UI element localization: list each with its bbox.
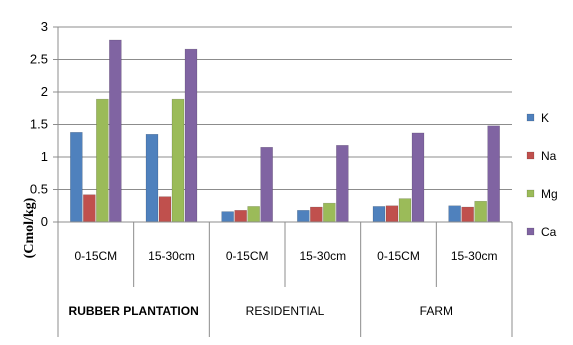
y-tick-label: 0 — [41, 214, 48, 229]
bar-ca-6 — [487, 125, 500, 223]
bar-k-5 — [372, 206, 386, 223]
bar-na-6 — [461, 206, 474, 223]
bar-k-4 — [297, 210, 310, 223]
bar-mg-1 — [96, 98, 109, 223]
bar-mg-6 — [474, 200, 487, 223]
x-axis-categories: 0-15CM 15-30cm 0-15CM 15-30cm 0-15CM 15-30cm R… — [69, 249, 498, 318]
bar-mg-4 — [323, 202, 336, 223]
x-category-label: 0-15CM — [226, 249, 269, 263]
gridlines — [58, 26, 512, 190]
bar-k-3 — [221, 211, 234, 223]
bar-k-1 — [70, 132, 83, 223]
bar-ca-2 — [184, 48, 198, 223]
y-axis-label: (Cmol/kg) — [22, 197, 37, 258]
legend-label-ca: Ca — [541, 225, 557, 239]
y-axis-ticks: 0 0.5 1 1.5 2 2.5 3 — [30, 19, 58, 229]
bar-na-4 — [310, 206, 323, 223]
bar-k-2 — [145, 134, 159, 223]
y-tick-label: 2.5 — [30, 52, 48, 67]
x-category-label: 15-30cm — [451, 249, 498, 263]
bar-ca-1 — [109, 39, 122, 223]
x-group-label: RESIDENTIAL — [246, 304, 325, 318]
x-group-label: FARM — [420, 304, 453, 318]
legend-swatch-mg — [526, 189, 535, 198]
bar-na-1 — [83, 194, 96, 223]
bar-k-6 — [448, 205, 461, 223]
legend-swatch-ca — [526, 227, 535, 236]
bar-na-2 — [158, 196, 172, 223]
legend-label-k: K — [541, 111, 549, 125]
x-category-label: 0-15CM — [377, 249, 420, 263]
bar-ca-3 — [260, 147, 273, 223]
legend-swatch-na — [526, 151, 535, 160]
y-tick-label: 3 — [41, 19, 48, 34]
bar-ca-4 — [336, 145, 349, 223]
bar-na-3 — [234, 210, 247, 223]
legend: K Na Mg Ca — [526, 111, 558, 239]
bar-mg-3 — [247, 206, 260, 223]
x-category-label: 15-30cm — [299, 249, 346, 263]
bars — [70, 39, 500, 223]
y-tick-label: 1 — [41, 149, 48, 164]
legend-swatch-k — [526, 113, 535, 122]
x-group-label: RUBBER PLANTATION — [69, 304, 199, 318]
bar-mg-2 — [171, 98, 185, 223]
y-tick-label: 1.5 — [30, 117, 48, 132]
axes — [57, 27, 513, 337]
bar-ca-5 — [411, 132, 425, 223]
legend-label-mg: Mg — [541, 187, 558, 201]
legend-label-na: Na — [541, 149, 557, 163]
x-category-label: 0-15CM — [74, 249, 117, 263]
y-tick-label: 2 — [41, 84, 48, 99]
bar-mg-5 — [398, 198, 412, 223]
bar-na-5 — [385, 205, 399, 223]
x-category-label: 15-30cm — [148, 249, 195, 263]
y-tick-label: 0.5 — [30, 182, 48, 197]
